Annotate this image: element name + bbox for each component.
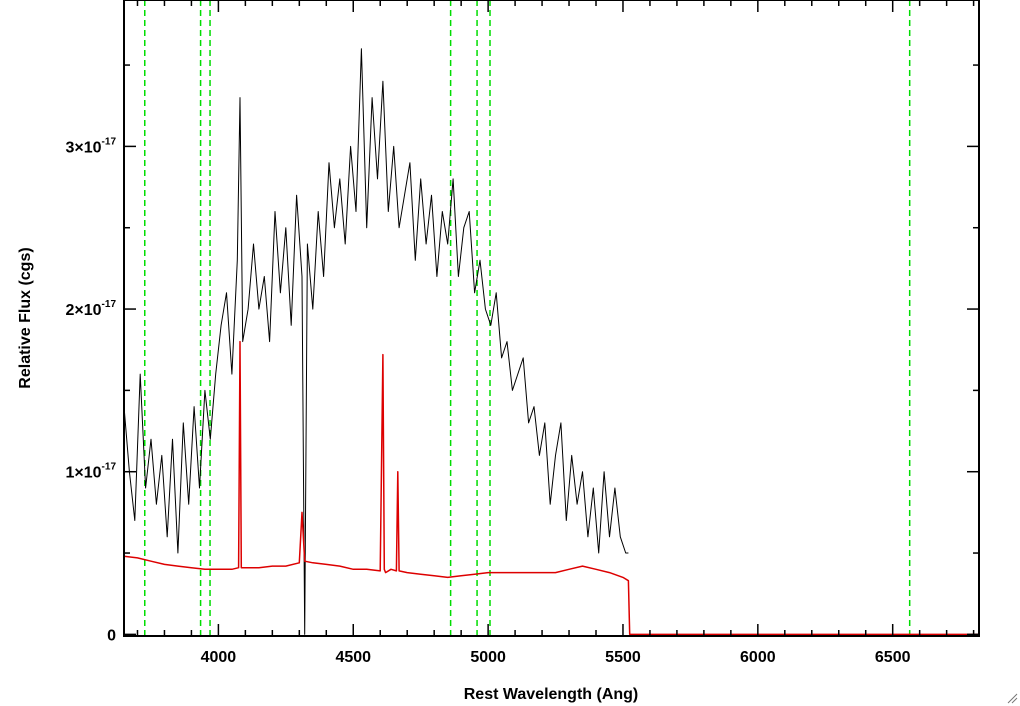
- axis-ticks: [124, 0, 979, 636]
- x-tick-label: 5000: [470, 649, 506, 666]
- x-tick-label: 4000: [201, 649, 237, 666]
- x-tick-labels: 4000 4500 5000 5500 6000 6500: [201, 649, 911, 666]
- error-spectrum-line: [123, 340, 979, 636]
- y-tick-label: 2×10-17: [66, 299, 117, 319]
- resize-grip-icon[interactable]: [1006, 692, 1018, 704]
- flux-spectrum-line: [123, 48, 629, 635]
- y-axis-label: Relative Flux (cgs): [17, 247, 34, 388]
- y-tick-labels: 0 1×10-17 2×10-17 3×10-17: [66, 136, 117, 644]
- x-tick-label: 6500: [875, 649, 911, 666]
- y-tick-label: 3×10-17: [66, 136, 117, 156]
- y-tick-label: 1×10-17: [66, 462, 117, 482]
- y-tick-label: 0: [107, 627, 116, 644]
- reference-lines: [144, 0, 911, 636]
- x-tick-label: 4500: [335, 649, 371, 666]
- series-layer: [123, 48, 979, 636]
- x-axis-label: Rest Wavelength (Ang): [464, 686, 639, 703]
- x-tick-label: 6000: [740, 649, 776, 666]
- plot-frame: [123, 0, 980, 637]
- x-tick-label: 5500: [605, 649, 641, 666]
